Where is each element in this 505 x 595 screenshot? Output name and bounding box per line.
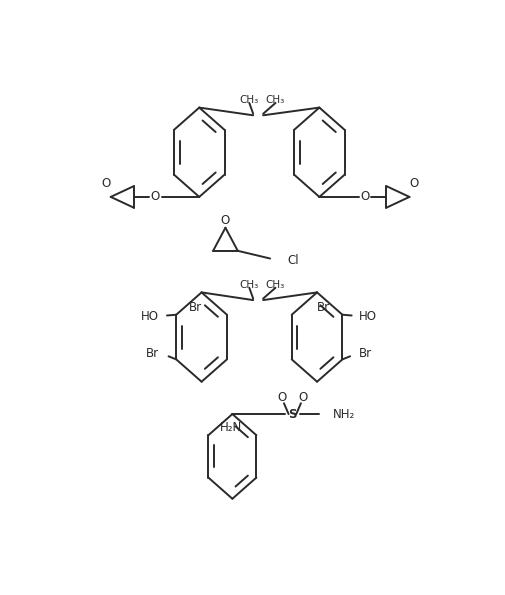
- Text: O: O: [220, 214, 230, 227]
- Text: HO: HO: [359, 310, 377, 322]
- Text: O: O: [409, 177, 418, 190]
- Text: O: O: [276, 390, 286, 403]
- Text: Br: Br: [359, 347, 372, 360]
- Text: Cl: Cl: [287, 254, 299, 267]
- Text: Br: Br: [188, 301, 201, 314]
- Text: CH₃: CH₃: [239, 280, 259, 290]
- Text: Br: Br: [316, 301, 329, 314]
- Text: CH₃: CH₃: [265, 95, 284, 105]
- Text: Br: Br: [146, 347, 159, 360]
- Text: CH₃: CH₃: [239, 95, 259, 105]
- Text: CH₃: CH₃: [265, 280, 284, 290]
- Text: H₂N: H₂N: [219, 421, 241, 434]
- Text: NH₂: NH₂: [332, 408, 354, 421]
- Text: O: O: [298, 390, 307, 403]
- Text: HO: HO: [141, 310, 159, 322]
- Text: O: O: [150, 190, 160, 203]
- Text: S: S: [288, 408, 296, 421]
- Text: O: O: [102, 177, 111, 190]
- Text: O: O: [360, 190, 369, 203]
